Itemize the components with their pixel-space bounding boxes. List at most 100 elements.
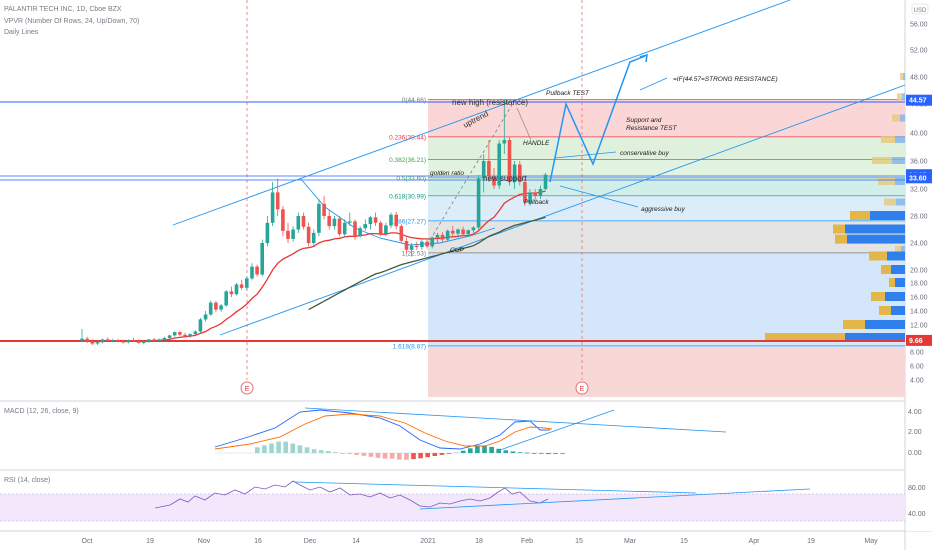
- candle-body[interactable]: [291, 229, 295, 239]
- candle-body[interactable]: [286, 230, 290, 239]
- candle-body[interactable]: [368, 217, 373, 225]
- candle-body[interactable]: [502, 140, 507, 144]
- candle-body[interactable]: [487, 161, 491, 177]
- candle-body[interactable]: [281, 209, 285, 231]
- candle-body[interactable]: [466, 230, 470, 235]
- candle-body[interactable]: [337, 218, 342, 235]
- channel-lower-line[interactable]: [219, 84, 906, 336]
- candle-body[interactable]: [512, 164, 517, 183]
- candle-body[interactable]: [275, 192, 280, 210]
- candle-body[interactable]: [332, 218, 337, 227]
- candle-body[interactable]: [409, 245, 414, 250]
- candle-body[interactable]: [523, 182, 527, 203]
- candle-body[interactable]: [528, 192, 532, 203]
- candle-body[interactable]: [394, 214, 398, 227]
- candle-body[interactable]: [414, 245, 419, 248]
- candle-body[interactable]: [327, 216, 331, 227]
- candle-body[interactable]: [95, 342, 100, 344]
- candle-body[interactable]: [162, 338, 167, 340]
- candle-body[interactable]: [538, 189, 543, 196]
- candle-body[interactable]: [435, 234, 440, 238]
- candle-body[interactable]: [311, 232, 316, 243]
- candle-body[interactable]: [445, 230, 450, 240]
- channel-upper-line[interactable]: [172, 0, 791, 226]
- candle-body[interactable]: [142, 341, 146, 343]
- candle-body[interactable]: [456, 229, 460, 234]
- candle-body[interactable]: [136, 340, 141, 343]
- candle-body[interactable]: [420, 241, 424, 248]
- candle-body[interactable]: [90, 341, 95, 344]
- candle-body[interactable]: [461, 229, 465, 235]
- candle-body[interactable]: [214, 302, 218, 310]
- earnings-marker-1[interactable]: [240, 381, 254, 395]
- candle-body[interactable]: [234, 284, 239, 295]
- price-tag[interactable]: [906, 334, 932, 346]
- candle-body[interactable]: [342, 222, 347, 235]
- candle-body[interactable]: [250, 266, 254, 279]
- candle-body[interactable]: [260, 243, 264, 275]
- candle-body[interactable]: [399, 226, 404, 241]
- candle-body[interactable]: [322, 203, 326, 216]
- candle-body[interactable]: [121, 341, 125, 343]
- candle-body[interactable]: [497, 143, 501, 186]
- candle-body[interactable]: [306, 226, 311, 243]
- candle-body[interactable]: [440, 234, 445, 240]
- candle-body[interactable]: [178, 332, 182, 335]
- candle-body[interactable]: [384, 225, 388, 234]
- candle-body[interactable]: [404, 241, 409, 250]
- candle-body[interactable]: [348, 221, 352, 223]
- candle-body[interactable]: [471, 227, 476, 231]
- candle-body[interactable]: [198, 319, 203, 332]
- candle-body[interactable]: [353, 221, 357, 237]
- candle-body[interactable]: [80, 338, 84, 341]
- candle-body[interactable]: [265, 222, 270, 244]
- candle-body[interactable]: [172, 332, 177, 336]
- candle-body[interactable]: [296, 216, 301, 230]
- candle-body[interactable]: [389, 214, 393, 226]
- candle-body[interactable]: [224, 291, 228, 306]
- candle-body[interactable]: [219, 305, 223, 310]
- candle-body[interactable]: [229, 291, 234, 295]
- candle-body[interactable]: [239, 284, 244, 288]
- candle-body[interactable]: [481, 161, 486, 179]
- candle-body[interactable]: [373, 217, 378, 223]
- candle-body[interactable]: [157, 339, 161, 341]
- price-tag[interactable]: [906, 94, 932, 106]
- candle-body[interactable]: [183, 334, 187, 337]
- candle-body[interactable]: [255, 266, 259, 275]
- candle-body[interactable]: [301, 216, 306, 227]
- candle-body[interactable]: [131, 340, 136, 342]
- candle-body[interactable]: [152, 339, 156, 341]
- earnings-marker-2[interactable]: [575, 381, 589, 395]
- candle-body[interactable]: [193, 331, 198, 335]
- candle-body[interactable]: [126, 340, 131, 343]
- candle-body[interactable]: [245, 278, 249, 288]
- candle-body[interactable]: [106, 339, 110, 341]
- candle-body[interactable]: [518, 164, 522, 183]
- candle-body[interactable]: [492, 176, 496, 186]
- price-tag[interactable]: [906, 172, 932, 184]
- candle-body[interactable]: [507, 140, 512, 182]
- candle-body[interactable]: [451, 230, 455, 234]
- candle-body[interactable]: [317, 203, 321, 233]
- candle-body[interactable]: [533, 192, 537, 196]
- candle-body[interactable]: [208, 302, 213, 315]
- candle-body[interactable]: [476, 178, 481, 228]
- candle-body[interactable]: [100, 339, 105, 343]
- candle-body[interactable]: [425, 241, 429, 247]
- candle-body[interactable]: [358, 228, 362, 237]
- candle-body[interactable]: [203, 314, 208, 320]
- candle-body[interactable]: [116, 340, 120, 342]
- candle-body[interactable]: [147, 339, 151, 342]
- candle-body[interactable]: [167, 335, 172, 338]
- candle-body[interactable]: [85, 338, 89, 342]
- candle-body[interactable]: [363, 224, 367, 229]
- candle-body[interactable]: [188, 334, 192, 336]
- candle-body[interactable]: [430, 237, 434, 247]
- candle-body[interactable]: [378, 222, 383, 234]
- candle-body[interactable]: [270, 192, 275, 223]
- currency-badge[interactable]: [911, 3, 929, 15]
- candle-body[interactable]: [111, 340, 115, 342]
- candle-body[interactable]: [543, 174, 548, 189]
